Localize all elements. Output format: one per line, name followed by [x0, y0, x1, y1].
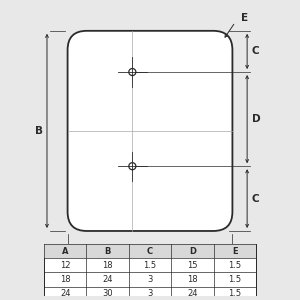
Text: 18: 18 — [102, 261, 113, 270]
FancyBboxPatch shape — [68, 31, 232, 231]
Text: 24: 24 — [187, 289, 198, 298]
Text: C: C — [147, 247, 153, 256]
Text: 1.5: 1.5 — [228, 261, 241, 270]
Text: A: A — [146, 254, 154, 265]
Text: B: B — [104, 247, 111, 256]
Bar — [44, 244, 256, 300]
Text: A: A — [62, 247, 68, 256]
Text: E: E — [241, 13, 248, 22]
Bar — [44, 244, 256, 258]
Text: E: E — [232, 247, 238, 256]
Text: 1.5: 1.5 — [228, 275, 241, 284]
Text: 1.5: 1.5 — [143, 261, 157, 270]
Text: C: C — [251, 46, 259, 56]
Text: B: B — [34, 126, 43, 136]
Text: 18: 18 — [187, 275, 198, 284]
Text: 15: 15 — [187, 261, 198, 270]
Text: 30: 30 — [102, 289, 113, 298]
Text: 24: 24 — [102, 275, 113, 284]
Text: 12: 12 — [60, 261, 70, 270]
Text: 24: 24 — [60, 289, 70, 298]
Text: 3: 3 — [147, 289, 153, 298]
Text: D: D — [189, 247, 196, 256]
Text: D: D — [251, 114, 260, 124]
Text: 1.5: 1.5 — [228, 289, 241, 298]
Text: C: C — [251, 194, 259, 204]
Text: 18: 18 — [60, 275, 70, 284]
Text: 3: 3 — [147, 275, 153, 284]
